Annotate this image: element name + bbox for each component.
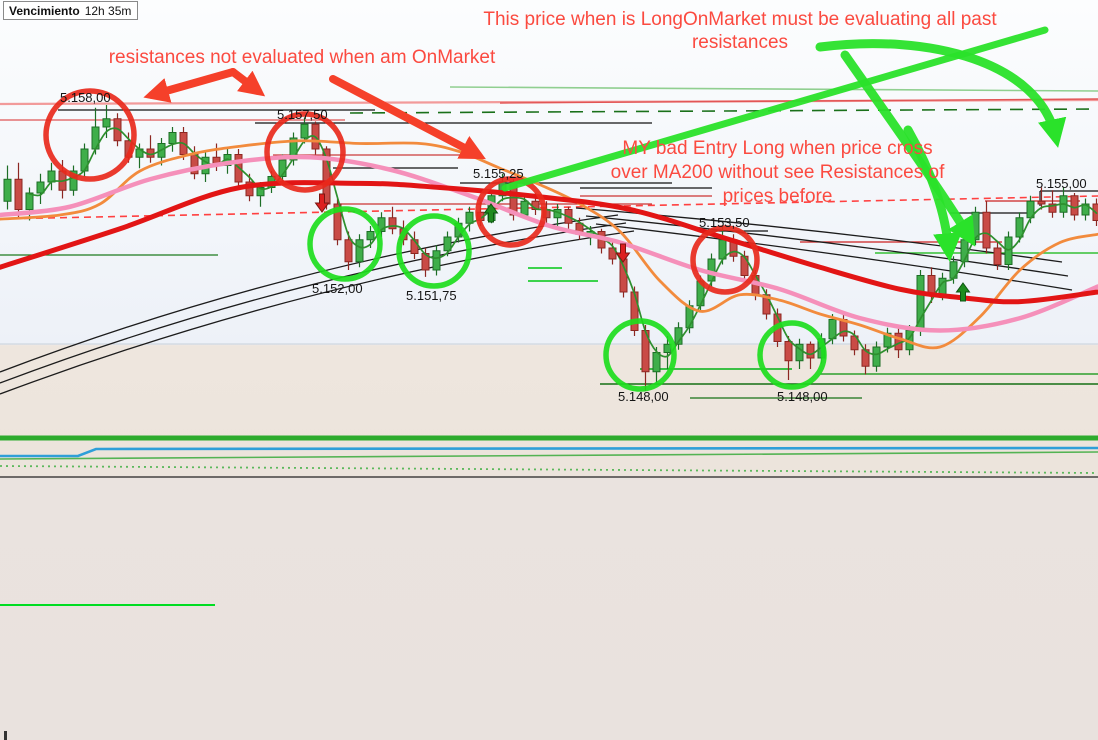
annotation-mid: MY bad Entry Long when price cross over … (585, 137, 970, 209)
expiry-value: 12h 35m (84, 3, 132, 18)
indicator-panel-layer (0, 435, 1098, 478)
MA200-red (0, 180, 1098, 305)
annotation-top-line1: This price when is LongOnMarket must be … (483, 9, 997, 30)
price-label: 5.152,00 (312, 281, 363, 296)
annotation-mid-line2: over MA200 without see Resistances of (610, 162, 945, 183)
annotation-circles-layer (43, 88, 827, 392)
moving-averages-layer (0, 127, 1098, 358)
price-label: 5.151,75 (406, 288, 457, 303)
level-lines-layer (0, 86, 1098, 606)
MA-slow-pink (0, 154, 1098, 333)
expiry-label: Vencimiento (9, 3, 80, 18)
price-label: 5.158,00 (60, 90, 111, 105)
sell-marker-icon (615, 243, 631, 263)
annotation-mid-line1: MY bad Entry Long when price cross (622, 138, 933, 159)
MA-medium-orange (0, 139, 1098, 350)
buy-marker-icon (483, 203, 499, 223)
sell-marker-icon (314, 193, 330, 213)
price-label: 5.148,00 (777, 389, 828, 404)
bottom-left-tick (4, 731, 7, 740)
annotation-top-line2: resistances (691, 32, 789, 53)
annotation-top: This price when is LongOnMarket must be … (445, 8, 1035, 54)
trade-markers-layer (314, 193, 971, 302)
price-label: 5.155,00 (1036, 176, 1087, 191)
price-label: 5.155,25 (473, 166, 524, 181)
MA-fast-green (28, 127, 1098, 358)
annotation-arrows-layer (143, 26, 1067, 263)
price-label: 5.157,50 (277, 107, 328, 122)
expiry-countdown-box: Vencimiento 12h 35m (3, 1, 139, 20)
price-label: 5.153,50 (699, 215, 750, 230)
annotation-mid-line3: prices before (722, 186, 833, 207)
price-label: 5.148,00 (618, 389, 669, 404)
panel-blue-line (0, 446, 1098, 458)
annotation-left: resistances not evaluated when am OnMark… (108, 47, 496, 68)
buy-marker-icon (955, 282, 971, 302)
